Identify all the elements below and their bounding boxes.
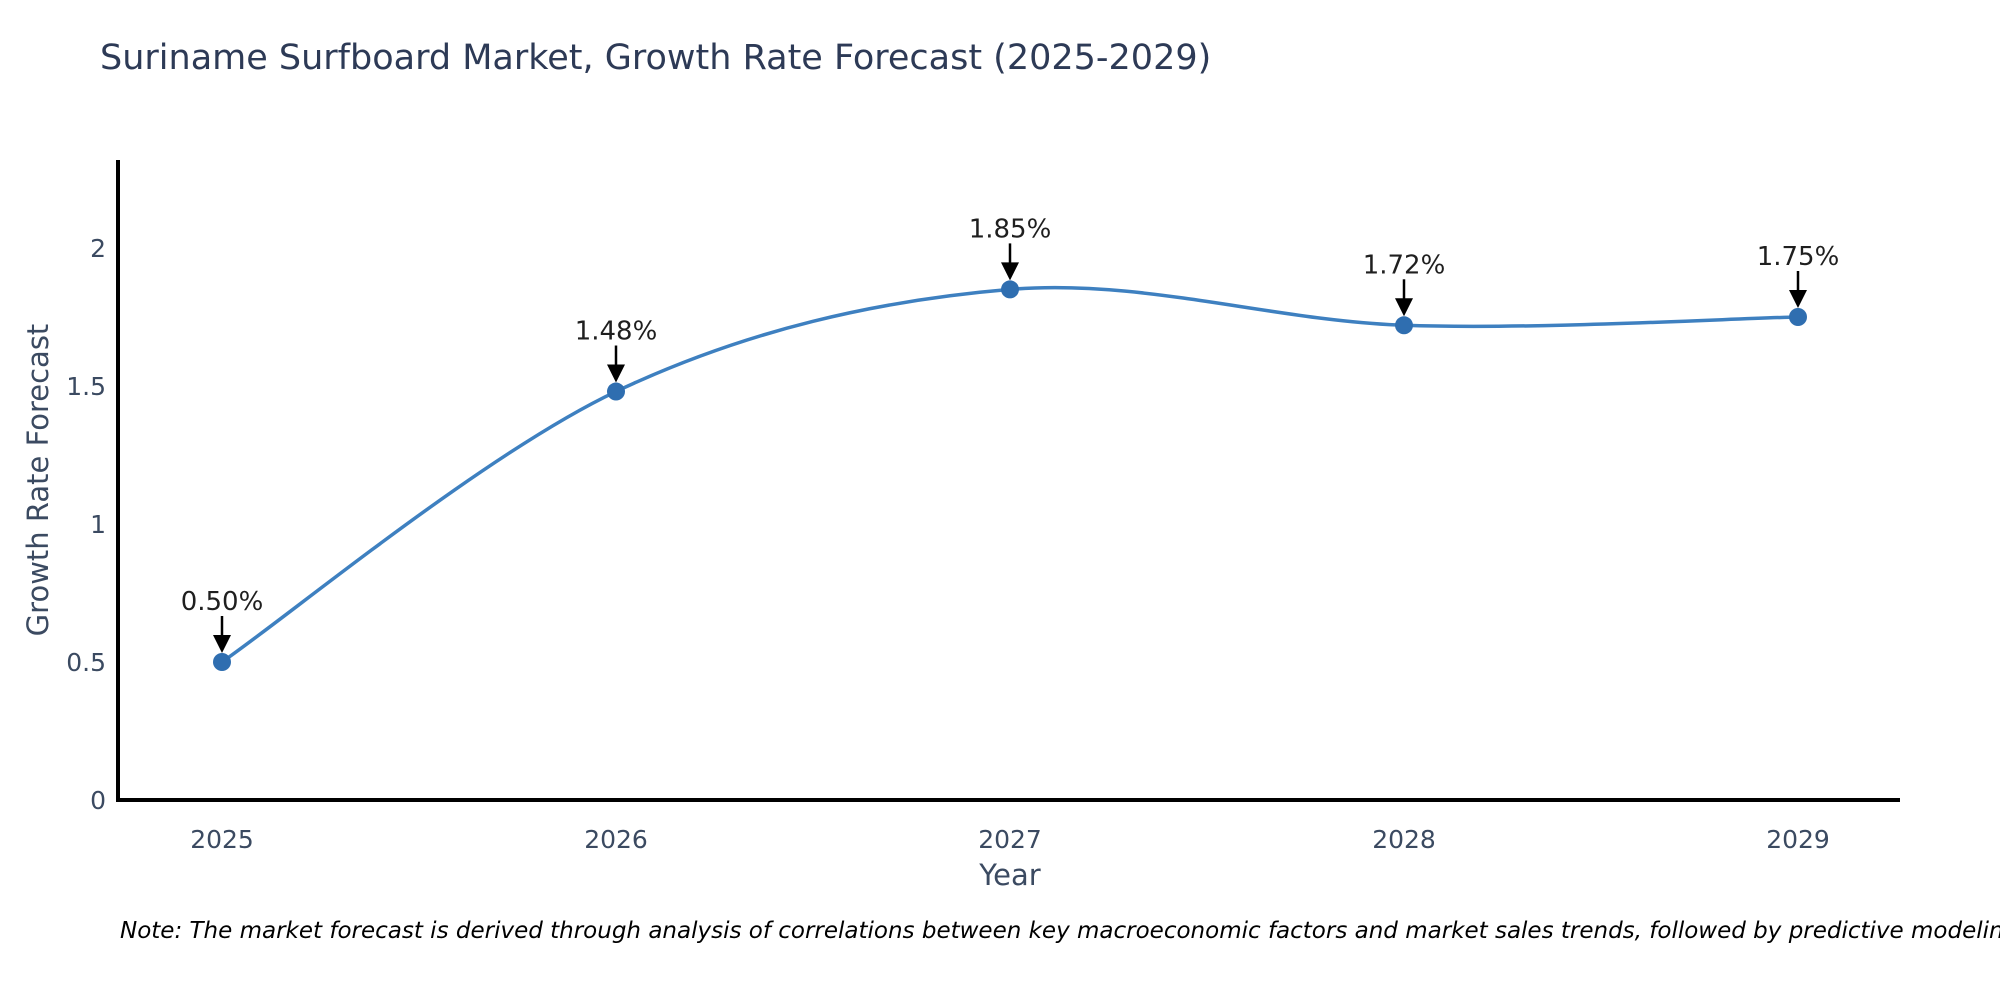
x-axis-title: Year <box>979 858 1041 892</box>
annotation-arrow-head <box>607 364 625 383</box>
y-tick-label: 1.5 <box>66 372 106 401</box>
annotation-arrow-head <box>1789 290 1807 308</box>
y-tick-label: 0 <box>90 786 106 815</box>
annotation-arrow-head <box>1001 262 1019 281</box>
point-value-label: 1.48% <box>575 317 658 347</box>
data-point <box>1001 280 1019 299</box>
data-point <box>213 653 231 671</box>
data-point <box>1789 308 1807 326</box>
annotation-arrow-head <box>1395 298 1413 317</box>
chart-title: Suriname Surfboard Market, Growth Rate F… <box>100 38 1212 78</box>
data-point <box>607 382 625 401</box>
annotation-arrow-head <box>213 635 231 653</box>
x-tick-label: 2026 <box>584 825 648 854</box>
y-tick-label: 1 <box>90 510 106 539</box>
point-value-label: 1.72% <box>1363 250 1446 280</box>
footnote: Note: The market forecast is derived thr… <box>120 918 2000 944</box>
point-value-label: 0.50% <box>181 587 264 617</box>
x-tick-label: 2028 <box>1372 825 1436 854</box>
x-tick-label: 2029 <box>1766 825 1830 854</box>
trend-line <box>220 285 1800 664</box>
x-tick-label: 2025 <box>190 825 254 854</box>
x-tick-label: 2027 <box>978 825 1042 854</box>
data-point <box>1395 316 1413 335</box>
y-tick-label: 0.5 <box>66 648 106 677</box>
point-value-label: 1.75% <box>1757 242 1840 272</box>
point-value-label: 1.85% <box>969 214 1052 244</box>
y-tick-label: 2 <box>90 234 106 263</box>
